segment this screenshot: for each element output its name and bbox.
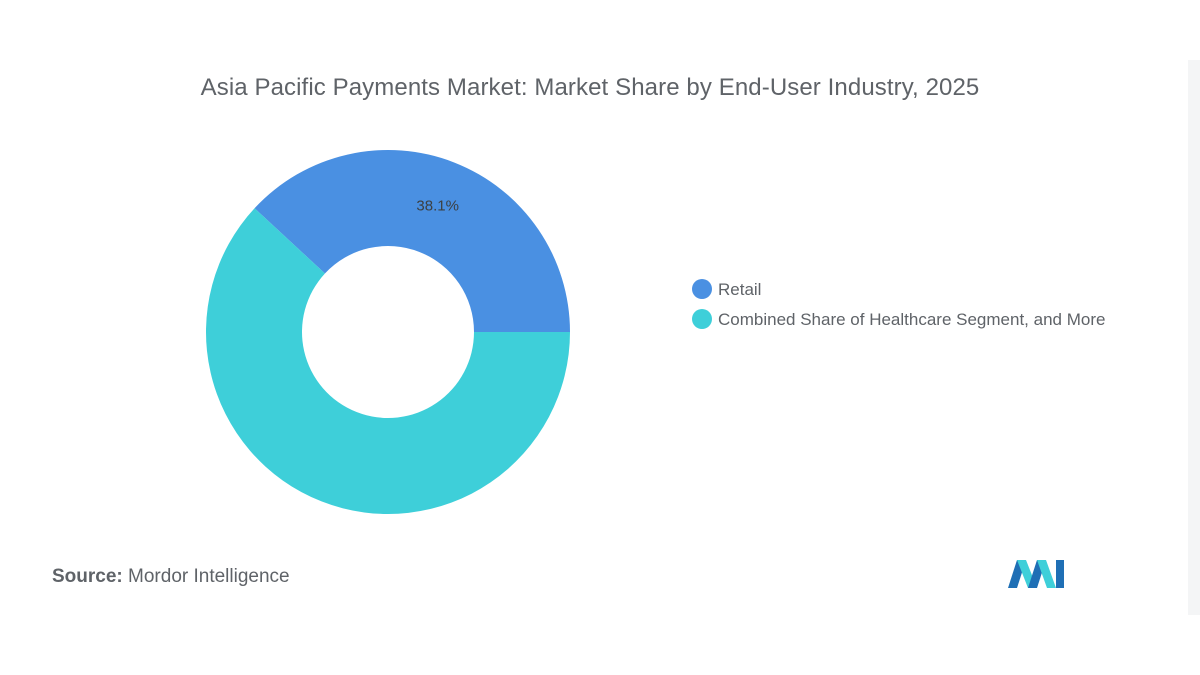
- legend-item-0: Retail: [692, 278, 1132, 302]
- donut-slice-1: [205, 208, 570, 514]
- legend-label: Combined Share of Healthcare Segment, an…: [718, 310, 1106, 329]
- data-label-0: 38.1%: [416, 197, 459, 214]
- donut-chart: 38.1%: [205, 150, 570, 514]
- donut-slice-0: [254, 150, 570, 332]
- legend-label: Retail: [718, 280, 762, 299]
- legend-swatch: [692, 309, 712, 329]
- source-value: Mordor Intelligence: [128, 566, 290, 587]
- source-line: Source: Mordor Intelligence: [52, 566, 290, 588]
- card-edge: [1188, 60, 1200, 615]
- mordor-intelligence-logo-icon: [1008, 560, 1064, 588]
- chart-title: Asia Pacific Payments Market: Market Sha…: [200, 74, 980, 101]
- legend-swatch: [692, 279, 712, 299]
- legend-item-1: Combined Share of Healthcare Segment, an…: [692, 308, 1132, 332]
- source-key: Source:: [52, 566, 123, 587]
- chart-legend: Retail Combined Share of Healthcare Segme…: [692, 278, 1132, 338]
